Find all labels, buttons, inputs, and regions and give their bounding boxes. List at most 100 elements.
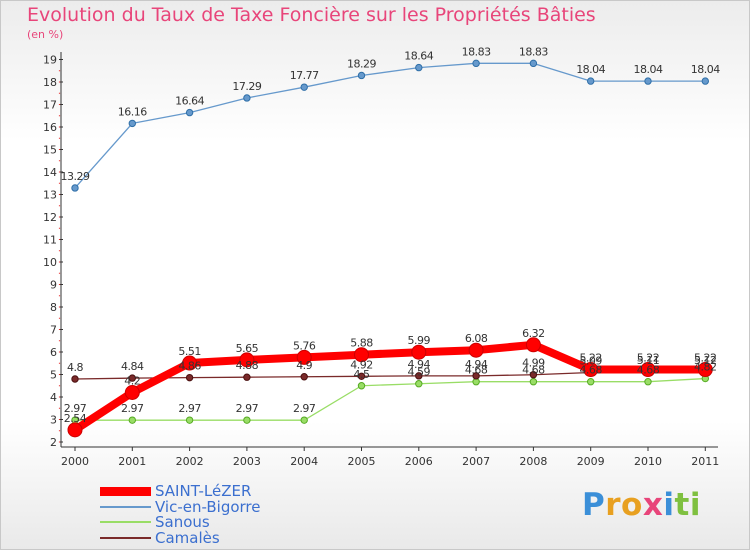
series-point-0: [525, 337, 541, 353]
data-label-0: 5.99: [408, 334, 431, 347]
series-point-2: [300, 416, 308, 424]
data-label-1: 18.04: [634, 63, 663, 76]
series-point-0: [468, 342, 484, 358]
x-tick-label: 2003: [233, 455, 261, 468]
data-label-3: 4.84: [121, 360, 144, 373]
series-point-0: [239, 352, 255, 368]
series-point-0: [411, 344, 427, 360]
data-label-3: 4.9: [296, 359, 312, 372]
legend-swatch: [100, 536, 151, 539]
data-label-1: 13.29: [61, 170, 90, 183]
series-point-0: [67, 422, 83, 438]
data-label-0: 5.76: [293, 339, 316, 352]
data-label-2: 4.68: [637, 364, 660, 377]
data-label-3: 5.11: [637, 354, 660, 367]
data-label-1: 18.04: [691, 63, 720, 76]
data-label-2: 2.97: [178, 402, 201, 415]
x-tick-label: 2010: [634, 455, 662, 468]
data-label-1: 18.04: [576, 63, 605, 76]
y-tick-label: 2: [50, 436, 57, 449]
logo-letter: i: [663, 487, 675, 523]
series-point-0: [182, 355, 198, 371]
data-label-2: 2.97: [121, 402, 144, 415]
legend-label: SAINT-LéZER: [155, 482, 252, 500]
x-tick-label: 2000: [61, 455, 89, 468]
series-line-1: [74, 62, 706, 189]
series-point-3: [415, 372, 423, 380]
data-label-2: 4.68: [522, 364, 545, 377]
series-point-0: [354, 347, 369, 363]
logo-letter: t: [674, 487, 690, 523]
data-label-3: 4.88: [236, 359, 259, 372]
data-label-2: 2.97: [293, 402, 316, 415]
logo-letter: i: [689, 487, 701, 523]
proxiti-logo: Proxiti: [582, 487, 701, 523]
data-label-2: 4.68: [579, 364, 602, 377]
series-point-3: [185, 373, 194, 382]
series-point-2: [185, 416, 194, 424]
data-label-3: 4.99: [522, 357, 545, 370]
series-point-2: [587, 378, 595, 386]
series-point-0: [124, 385, 140, 400]
series-line-2: [74, 377, 706, 421]
data-label-1: 18.83: [519, 45, 548, 58]
y-tick-label: 16: [43, 121, 57, 134]
y-tick-label: 4: [50, 391, 57, 404]
data-label-0: 5.22: [694, 352, 717, 365]
logo-letter: o: [621, 487, 643, 523]
y-tick-label: 12: [43, 211, 57, 224]
data-label-2: 4.5: [354, 368, 370, 381]
y-tick-label: 18: [43, 76, 57, 89]
series-point-1: [587, 77, 595, 85]
y-tick-label: 6: [50, 346, 57, 359]
data-label-1: 18.29: [347, 57, 376, 70]
data-label-2: 4.68: [465, 364, 488, 377]
data-label-0: 5.88: [350, 337, 373, 350]
y-tick-label: 10: [43, 256, 57, 269]
data-label-3: 4.94: [465, 358, 488, 371]
data-label-2: 4.59: [408, 366, 431, 379]
series-point-1: [71, 184, 79, 192]
x-tick-label: 2009: [577, 455, 605, 468]
data-label-2: 2.97: [64, 402, 87, 415]
logo-letter: r: [605, 487, 622, 523]
series-point-0: [583, 362, 599, 378]
data-label-3: 4.92: [350, 358, 373, 371]
series-point-1: [529, 59, 538, 68]
logo-letter: P: [582, 487, 606, 523]
series-point-1: [472, 59, 480, 68]
y-tick-label: 13: [43, 189, 57, 202]
x-tick-label: 2011: [691, 455, 719, 468]
data-label-0: 5.22: [637, 352, 660, 365]
data-label-1: 16.16: [118, 105, 147, 118]
data-label-1: 16.64: [175, 95, 204, 108]
y-tick-label: 11: [43, 234, 57, 247]
series-point-1: [185, 108, 194, 117]
series-point-1: [701, 77, 709, 85]
legend-label: Vic-en-Bigorre: [155, 497, 261, 516]
data-label-1: 18.64: [404, 50, 433, 63]
series-point-2: [357, 382, 366, 390]
x-tick-label: 2005: [348, 455, 376, 468]
series-point-1: [415, 63, 423, 72]
chart-subtitle: (en %): [27, 28, 64, 41]
series-point-2: [243, 416, 251, 424]
series-point-2: [128, 416, 137, 424]
series-point-3: [357, 372, 366, 380]
y-tick-label: 15: [43, 144, 57, 157]
data-label-2: 2.97: [236, 402, 259, 415]
data-label-0: 2.54: [64, 412, 87, 425]
data-label-1: 17.77: [290, 69, 319, 82]
chart-title: Evolution du Taux de Taxe Foncière sur l…: [27, 4, 596, 26]
data-label-3: 5.09: [579, 354, 602, 367]
y-tick-label: 8: [50, 301, 57, 314]
y-tick-label: 17: [43, 99, 57, 112]
data-label-3: 5.12: [694, 354, 717, 367]
data-label-3: 4.8: [67, 361, 83, 374]
x-tick-label: 2004: [290, 455, 318, 468]
series-point-3: [300, 373, 308, 381]
data-label-2: 4.82: [694, 361, 717, 374]
series-point-1: [357, 71, 366, 80]
x-tick-label: 2006: [405, 455, 433, 468]
